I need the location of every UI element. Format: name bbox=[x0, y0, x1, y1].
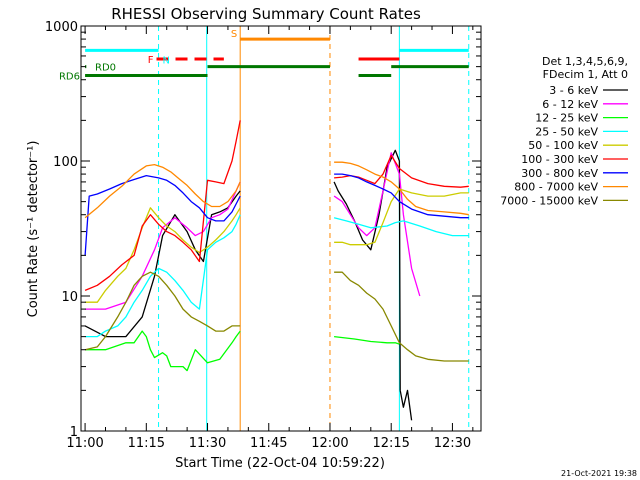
plot-frame bbox=[80, 25, 482, 432]
chart-title: RHESSI Observing Summary Count Rates bbox=[111, 5, 421, 23]
legend-entry-label: 6 - 12 keV bbox=[542, 98, 598, 111]
series-line-7-0 bbox=[84, 163, 241, 219]
legend-entry-label: 7000 - 15000 keV bbox=[500, 194, 598, 207]
state-bar-label: RD0 bbox=[95, 63, 116, 74]
legend-entry-label: 25 - 50 keV bbox=[535, 125, 598, 138]
series-line-0-1 bbox=[333, 149, 401, 391]
series-line-7-1 bbox=[334, 161, 469, 216]
legend-entry-label: 50 - 100 keV bbox=[528, 139, 598, 152]
x-tick-label: 11:15 bbox=[128, 436, 165, 451]
y-tick-label: 10 bbox=[61, 290, 78, 305]
y-tick-label: 1 bbox=[70, 425, 78, 440]
x-tick-label: 12:15 bbox=[372, 436, 409, 451]
footer-timestamp: 21-Oct-2021 19:38 bbox=[561, 469, 637, 478]
legend-entry-label: 12 - 25 keV bbox=[535, 112, 598, 125]
x-axis-label: Start Time (22-Oct-04 10:59:22) bbox=[175, 456, 385, 471]
axes: 11:00 11:15 11:30 11:45 12:00 12:15 12:30 1 10 10… bbox=[45, 20, 481, 451]
series-line-8-0 bbox=[84, 271, 241, 351]
series-line-2-1 bbox=[334, 335, 400, 345]
legend-header: Det 1,3,4,5,6,9, bbox=[542, 55, 628, 68]
series-line-1-0 bbox=[85, 181, 241, 310]
state-bar-label: N bbox=[163, 55, 170, 66]
y-axis-label: Count Rate (s⁻¹ detector⁻¹) bbox=[26, 141, 41, 318]
series-line-0-2 bbox=[399, 389, 413, 421]
series-line-2-0 bbox=[85, 330, 241, 372]
x-tick-label: 11:45 bbox=[250, 436, 287, 451]
legend-entry-label: 100 - 300 keV bbox=[521, 153, 598, 166]
y-tick-label: 1000 bbox=[45, 20, 78, 35]
series-line-0-0 bbox=[84, 190, 241, 338]
series-line-6-1 bbox=[334, 173, 469, 219]
legend-entry-label: 800 - 7000 keV bbox=[514, 181, 598, 194]
state-bar-label: RD6 bbox=[59, 71, 80, 82]
legend-entry-label: 3 - 6 keV bbox=[549, 84, 598, 97]
plot-area: N S F RD0 RD6 bbox=[59, 26, 470, 431]
series-line-3-0 bbox=[85, 214, 241, 338]
x-tick-label: 12:30 bbox=[434, 436, 471, 451]
legend-entry-label: 300 - 800 keV bbox=[521, 167, 598, 180]
series-line-8-1 bbox=[334, 271, 469, 362]
state-bar-label: S bbox=[231, 29, 237, 40]
legend-header: FDecim 1, Att 0 bbox=[543, 68, 628, 81]
legend: Det 1,3,4,5,6,9,FDecim 1, Att 0 3 - 6 keV… bbox=[500, 55, 628, 207]
series-line-5-0 bbox=[84, 120, 241, 291]
y-tick-label: 100 bbox=[53, 155, 78, 170]
x-tick-label: 11:00 bbox=[66, 436, 103, 451]
x-tick-label: 12:00 bbox=[311, 436, 348, 451]
series-line-6-0 bbox=[84, 174, 241, 256]
series-line-1-1 bbox=[333, 152, 421, 297]
series-line-3-1 bbox=[333, 217, 469, 237]
series-line-4-1 bbox=[334, 188, 469, 246]
x-tick-label: 11:30 bbox=[189, 436, 226, 451]
series-line-4-0 bbox=[85, 207, 241, 303]
state-bar-label: F bbox=[148, 55, 154, 66]
